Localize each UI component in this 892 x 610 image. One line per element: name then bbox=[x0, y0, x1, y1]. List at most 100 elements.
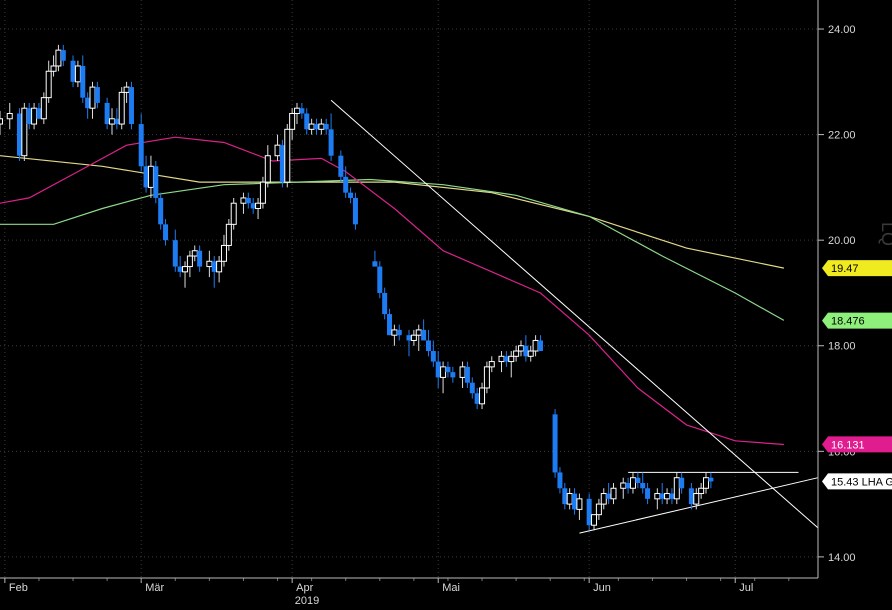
candle-body-down bbox=[606, 493, 612, 499]
candle-body-down bbox=[430, 351, 436, 362]
edge-watermark-text: LQ bbox=[878, 222, 892, 246]
candle-body-down bbox=[659, 493, 665, 499]
candle-body-up bbox=[410, 334, 417, 341]
candle-body-down bbox=[645, 488, 651, 499]
candle-body-down bbox=[16, 113, 22, 156]
moving-average-line bbox=[0, 178, 785, 321]
candle-body-up bbox=[50, 65, 57, 72]
candle-body-down bbox=[36, 108, 42, 119]
candle-body-down bbox=[474, 393, 480, 404]
candle-body-down bbox=[94, 87, 100, 103]
candle-body-down bbox=[352, 197, 358, 225]
candle-body-down bbox=[313, 124, 319, 130]
candle-body-up bbox=[74, 65, 81, 83]
candle-body-down bbox=[557, 472, 563, 489]
candle-body-down bbox=[377, 266, 383, 293]
candle-body-down bbox=[552, 414, 558, 473]
moving-average-line bbox=[0, 155, 785, 269]
price-tag-box bbox=[822, 473, 892, 490]
x-tick-label: Jun bbox=[593, 582, 611, 594]
candle-body-up bbox=[391, 329, 398, 336]
moving-average-line bbox=[0, 136, 784, 446]
candle-body-up bbox=[230, 202, 237, 225]
candle-body-down bbox=[679, 477, 685, 489]
candle-body-up bbox=[459, 366, 466, 378]
candle-body-up bbox=[703, 477, 710, 489]
candle-body-down bbox=[523, 345, 529, 357]
candle-body-up bbox=[31, 107, 38, 125]
candle-body-up bbox=[415, 329, 422, 336]
candle-body-down bbox=[372, 261, 378, 267]
candle-body-down bbox=[382, 292, 388, 315]
candle-body-up bbox=[673, 477, 680, 500]
candle-body-down bbox=[669, 493, 675, 499]
candle-body-up bbox=[274, 144, 281, 157]
candle-body-up bbox=[576, 498, 583, 510]
candle-body-down bbox=[128, 87, 134, 125]
candle-body-down bbox=[85, 97, 91, 109]
price-tag: 19.47 bbox=[822, 260, 892, 277]
candle-body-down bbox=[421, 329, 427, 341]
candle-body-down bbox=[572, 493, 578, 510]
candle-body-up bbox=[498, 355, 505, 363]
candle-body-down bbox=[625, 482, 631, 489]
candle-body-up bbox=[532, 339, 539, 352]
candle-body-down bbox=[158, 197, 164, 225]
candle-body-up bbox=[595, 503, 602, 516]
trendlines bbox=[330, 99, 819, 534]
candle-body-down bbox=[445, 366, 451, 373]
x-tick-label: Mär bbox=[145, 582, 164, 594]
candle-body-up bbox=[629, 477, 636, 489]
candle-body-up bbox=[479, 387, 486, 405]
candle-body-down bbox=[503, 356, 509, 362]
candle-body-up bbox=[40, 97, 47, 120]
candle-body-down bbox=[435, 361, 441, 378]
candle-body-down bbox=[328, 129, 334, 156]
candle-body-down bbox=[396, 329, 402, 336]
candle-body-up bbox=[591, 514, 598, 526]
candle-body-down bbox=[450, 372, 456, 378]
candle-body-down bbox=[177, 266, 183, 272]
candle-body-up bbox=[191, 250, 198, 257]
x-tick-label: Feb bbox=[9, 582, 28, 594]
candle-body-down bbox=[245, 197, 251, 204]
candle-body-up bbox=[55, 49, 62, 67]
candle-body-down bbox=[70, 60, 76, 82]
candle-body-up bbox=[255, 202, 262, 210]
candle-body-down bbox=[343, 176, 349, 193]
candle-body-up bbox=[216, 260, 223, 273]
candle-body-down bbox=[464, 366, 470, 383]
price-tag-box bbox=[822, 312, 892, 329]
y-tick-label: 14.00 bbox=[828, 552, 856, 564]
candle-body-down bbox=[143, 166, 149, 188]
candle-body-up bbox=[45, 70, 52, 99]
price-tag: 16.131 bbox=[822, 436, 892, 453]
candle-body-up bbox=[527, 350, 534, 357]
y-tick-label: 18.00 bbox=[828, 341, 856, 353]
candle-body-up bbox=[6, 112, 13, 120]
candle-body-down bbox=[104, 102, 110, 125]
candle-body-up bbox=[206, 260, 213, 268]
candle-body-down bbox=[60, 50, 66, 61]
candle-body-up bbox=[483, 366, 490, 389]
price-tag-box bbox=[822, 260, 892, 277]
candle-body-up bbox=[664, 493, 671, 500]
candle-body-down bbox=[586, 498, 592, 526]
candle-body-down bbox=[387, 314, 393, 336]
candle-body-up bbox=[566, 493, 573, 505]
candle-body-down bbox=[640, 482, 646, 489]
candle-body-down bbox=[250, 203, 256, 209]
candle-body-down bbox=[211, 261, 217, 272]
candle-body-down bbox=[406, 335, 412, 341]
candle-body-up bbox=[318, 123, 325, 130]
candle-body-down bbox=[26, 108, 32, 125]
candle-body-up bbox=[620, 482, 627, 489]
y-tick-label: 22.00 bbox=[828, 130, 856, 142]
candle-body-up bbox=[108, 118, 115, 125]
candle-body-up bbox=[508, 355, 515, 363]
candle-body-down bbox=[197, 250, 203, 267]
candle-body-down bbox=[338, 155, 344, 177]
candle-body-down bbox=[708, 477, 714, 482]
candle-body-up bbox=[89, 86, 96, 109]
